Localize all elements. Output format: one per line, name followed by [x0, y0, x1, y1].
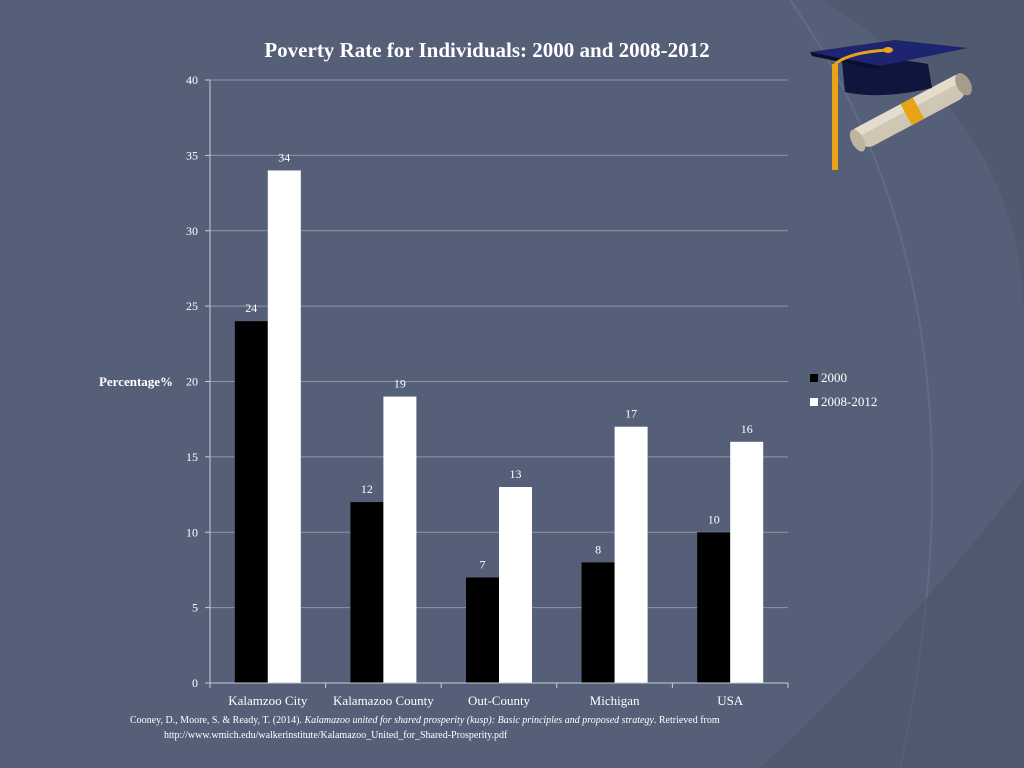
chart-title: Poverty Rate for Individuals: 2000 and 2… [264, 38, 709, 62]
data-label: 12 [361, 482, 373, 496]
legend-label: 2008-2012 [821, 394, 877, 409]
bar [383, 396, 417, 683]
citation-retrieved: . Retrieved from [653, 715, 720, 726]
citation-work: Kalamazoo united for shared prosperity (… [304, 715, 654, 726]
bar [697, 532, 731, 683]
bar [234, 321, 268, 683]
data-label: 8 [595, 542, 601, 556]
legend-swatch [810, 398, 818, 406]
x-tick-label: Michigan [590, 693, 640, 708]
data-label: 19 [394, 377, 406, 391]
y-tick-label: 20 [186, 375, 198, 389]
legend-label: 2000 [821, 370, 847, 385]
y-tick-label: 25 [186, 299, 198, 313]
y-tick-label: 35 [186, 148, 198, 162]
bar [267, 170, 301, 683]
y-tick-label: 5 [192, 601, 198, 615]
y-axis-label: Percentage% [99, 374, 173, 389]
x-tick-label: Kalamzoo City [228, 693, 308, 708]
background-arcs [760, 0, 1024, 768]
y-tick-label: 15 [186, 450, 198, 464]
data-label: 17 [625, 407, 637, 421]
graduation-cap-diploma-icon [810, 40, 972, 170]
y-tick-label: 10 [186, 525, 198, 539]
bar [499, 487, 532, 683]
legend-swatch [810, 374, 818, 382]
x-tick-label: USA [717, 693, 744, 708]
bar [730, 441, 764, 683]
bar [466, 577, 499, 683]
y-tick-label: 30 [186, 224, 198, 238]
citation-authors: Cooney, D., Moore, S. & Ready, T. (2014)… [130, 715, 305, 726]
data-label: 10 [708, 512, 720, 526]
citation-url: http://www.wmich.edu/walkerinstitute/Kal… [164, 730, 508, 741]
legend: 2000 2008-2012 [810, 370, 877, 409]
y-tick-label: 0 [192, 676, 198, 690]
y-tick-label: 40 [186, 73, 198, 87]
data-label: 24 [245, 301, 257, 315]
data-label: 16 [741, 422, 753, 436]
data-label: 34 [278, 150, 290, 164]
bar [614, 426, 648, 683]
y-axis: 0 5 10 15 20 25 30 35 40 [186, 73, 211, 690]
bar [350, 502, 384, 683]
x-tick-label: Out-County [468, 693, 531, 708]
bars: 24 34 12 19 7 13 8 17 10 16 [234, 150, 764, 683]
data-label: 7 [480, 557, 486, 571]
x-tick-label: Kalamazoo County [333, 693, 434, 708]
bar [581, 562, 615, 683]
data-label: 13 [510, 467, 522, 481]
citation: Cooney, D., Moore, S. & Ready, T. (2014)… [130, 713, 810, 743]
x-axis: Kalamzoo City Kalamazoo County Out-County M… [209, 682, 789, 708]
